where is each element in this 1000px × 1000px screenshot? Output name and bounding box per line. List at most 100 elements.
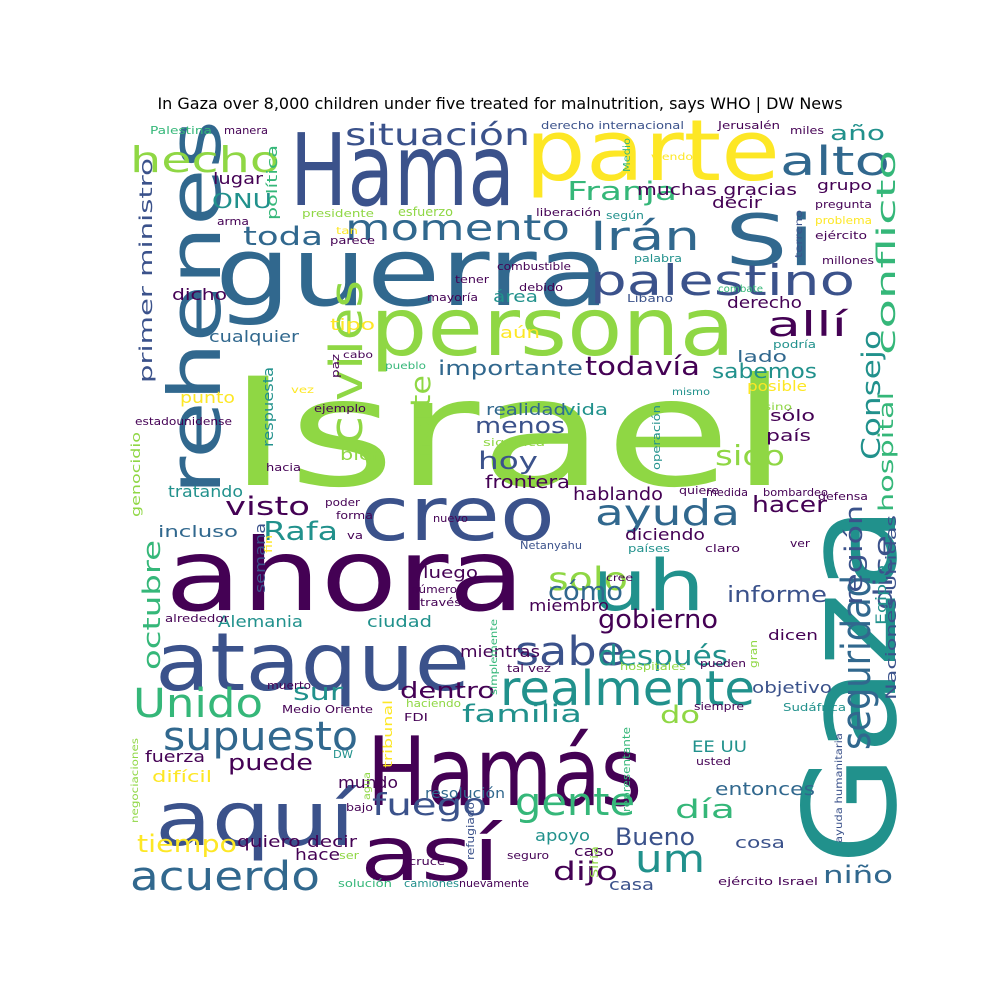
word-frontera: frontera <box>485 472 570 493</box>
word-ano: año <box>830 121 885 145</box>
word-camiones: camiones <box>404 877 459 890</box>
word-simplemente: simplemente <box>489 619 500 695</box>
word-hamas: Hamás <box>367 718 642 828</box>
word-poder: poder <box>325 496 361 509</box>
word-derecho-internacional: derecho internacional <box>541 119 684 132</box>
word-ataque: ataque <box>155 616 470 709</box>
word-millones: millones <box>822 254 874 267</box>
word-ayuda: ayuda <box>595 493 740 534</box>
word-hama: Hama <box>290 112 515 229</box>
word-parte: parte <box>525 102 780 201</box>
word-estadounidense: estadounidense <box>135 415 232 428</box>
word-cruce: cruce <box>409 855 445 868</box>
word-libano: Líbano <box>627 292 673 305</box>
word-dia: día <box>675 795 735 825</box>
word-israel: Israel <box>228 347 788 521</box>
word-lugar: lugar <box>213 169 264 188</box>
word-pueden: pueden <box>700 657 746 670</box>
word-paises: países <box>628 542 670 555</box>
word-pueblo: pueblo <box>385 361 426 372</box>
word-solucion: solución <box>338 877 392 890</box>
word-politica: política <box>265 145 281 220</box>
word-situacion: situación <box>345 118 530 153</box>
word-menos: menos <box>475 414 565 439</box>
word-jerusalen: Jerusalén <box>717 119 780 132</box>
word-guerra: guerra <box>215 218 610 328</box>
word-gobierno: gobierno <box>598 605 718 635</box>
word-uh: uh <box>590 545 705 627</box>
word-medio-oriente: Medio Oriente <box>282 703 373 716</box>
word-podria: podría <box>773 338 816 351</box>
word-primer-ministro: primer ministro <box>136 158 157 383</box>
figure-title: In Gaza over 8,000 children under five t… <box>157 94 843 113</box>
word-creo: creo <box>360 470 555 558</box>
word-area: área <box>493 287 538 306</box>
word-paz: paz <box>329 354 342 378</box>
word-terreno: terreno <box>794 210 805 258</box>
word-incluso: incluso <box>158 522 238 541</box>
word-aqui: aquí <box>155 775 358 863</box>
word-rehenes: rehenes <box>153 120 237 495</box>
word-rafa: Rafa <box>263 517 338 547</box>
word-grupo: grupo <box>817 178 872 194</box>
word-ejercito-israel: ejército Israel <box>718 875 818 888</box>
word-aun: aún <box>500 323 540 342</box>
word-despues: después <box>598 639 728 672</box>
word-mismo: mismo <box>672 387 710 398</box>
word-tribunal: tribunal <box>381 700 395 768</box>
word-momento: momento <box>345 208 570 249</box>
word-segun: según <box>606 209 644 222</box>
word-sabe: sabe <box>515 629 625 675</box>
word-egipto: Egipto <box>874 565 890 625</box>
word-mientras: mientras <box>460 642 540 661</box>
word-alto: alto <box>780 139 890 185</box>
word-visto: visto <box>225 492 310 522</box>
word-franja: Franja <box>567 177 677 207</box>
word-ahora: ahora <box>165 517 525 634</box>
word-liberacion: liberación <box>536 206 601 219</box>
word-usted: usted <box>696 755 731 768</box>
word-casa: casa <box>609 875 654 894</box>
word-refugiado: refugiado <box>464 802 477 860</box>
word-significa: significa <box>483 436 545 449</box>
word-hablando: hablando <box>573 484 663 505</box>
word-dificil: difícil <box>152 767 212 786</box>
word-fin: fin <box>262 535 275 553</box>
word-medio: Medio <box>622 138 633 172</box>
word-palabra: palabra <box>634 252 682 265</box>
word-consejo: Consejo <box>857 330 887 460</box>
word-medida: medida <box>706 486 748 499</box>
word-diciendo: diciendo <box>625 525 705 544</box>
word-gaza: Gaza <box>777 505 926 865</box>
word-dicho: dicho <box>172 285 227 304</box>
word-derecho: derecho <box>727 293 802 312</box>
word-objetivo: objetivo <box>752 678 832 697</box>
word-alrededor: alrededor <box>165 612 230 625</box>
word-civiles: civiles <box>320 280 373 445</box>
word-respuesta: respuesta <box>261 367 277 447</box>
word-numero: número <box>411 583 457 596</box>
word-ee-uu: EE UU <box>692 737 747 756</box>
word-acuerdo: acuerdo <box>130 854 320 900</box>
word-problema: problema <box>815 214 872 227</box>
word-informe: informe <box>727 583 827 608</box>
word-realmente: realmente <box>500 661 755 717</box>
word-naciones-unidas: Naciones Unidas <box>884 515 900 700</box>
word-bombardeo: bombardeo <box>763 486 828 499</box>
word-representante: representante <box>620 727 633 812</box>
word-dw: DW <box>333 748 353 761</box>
word-entonces: entonces <box>715 779 815 800</box>
word-combate: combate <box>718 284 763 295</box>
word-haciendo: haciendo <box>406 697 461 710</box>
word-gran: gran <box>747 640 760 668</box>
word-punto: punto <box>180 388 235 407</box>
word-traves: través <box>420 596 461 609</box>
word-negociaciones: negociaciones <box>130 738 141 823</box>
word-conflicto: conflicto <box>872 150 902 355</box>
word-operacion: operación <box>650 405 663 470</box>
word-seguridad: seguridad <box>834 575 880 750</box>
word-va: va <box>347 529 363 542</box>
word-ayuda-humanitaria: ayuda humanitaria <box>834 733 845 843</box>
word-dicen: dicen <box>768 628 818 644</box>
word-arma: arma <box>217 215 249 228</box>
